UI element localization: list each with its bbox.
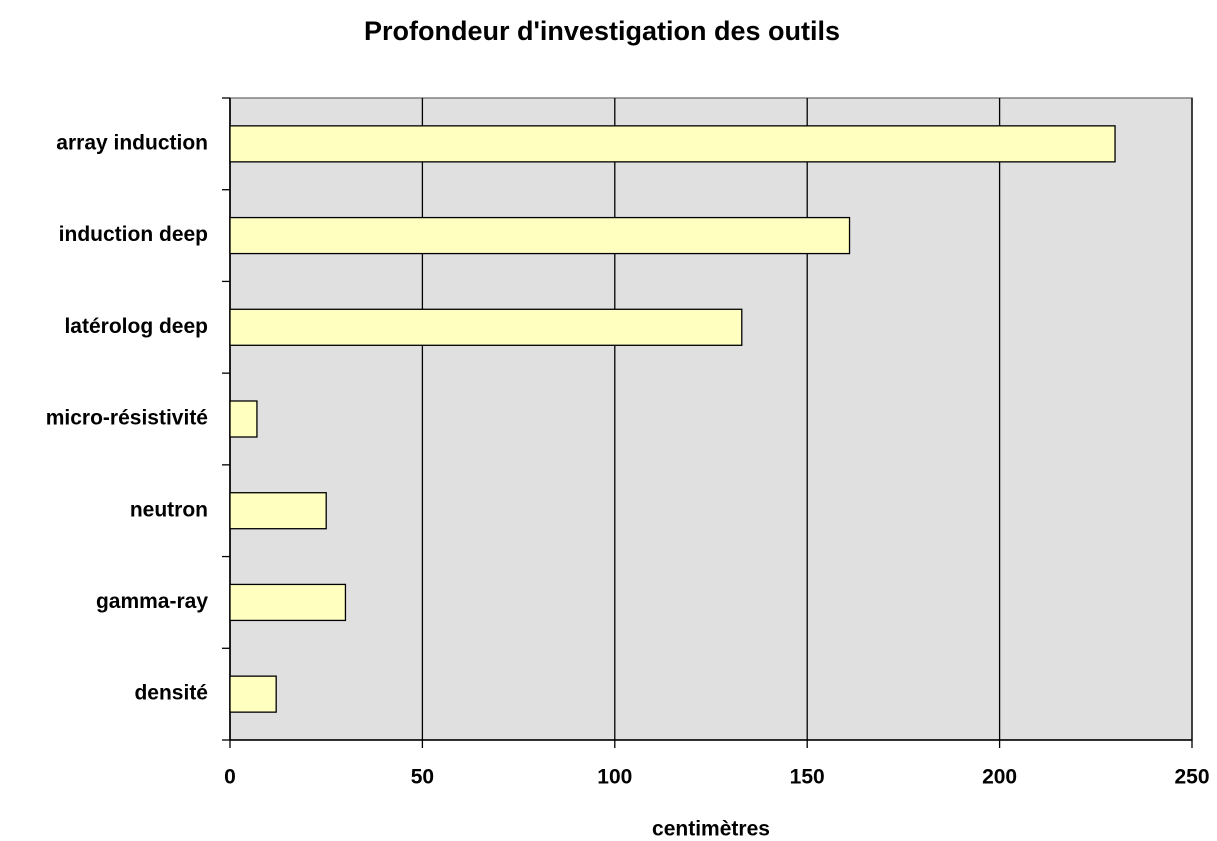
y-tick-label: array induction (56, 131, 208, 154)
x-tick-label: 150 (790, 766, 825, 789)
chart-title: Profondeur d'investigation des outils (364, 16, 840, 46)
y-tick-label: micro-résistivité (46, 407, 208, 430)
bar (229, 308, 743, 346)
bar (229, 400, 258, 438)
bar (229, 675, 277, 713)
y-tick-label: gamma-ray (96, 590, 208, 613)
bar (229, 125, 1116, 163)
x-axis-label: centimètres (652, 818, 770, 841)
bar (229, 216, 851, 255)
bar (229, 583, 347, 622)
x-tick-label: 250 (1174, 766, 1209, 789)
y-tick-label: induction deep (59, 223, 208, 246)
x-tick-label: 50 (411, 766, 434, 789)
x-tick-label: 200 (982, 766, 1017, 789)
plot-area (229, 97, 1193, 741)
y-tick-label: densité (134, 682, 208, 705)
y-tick-label: neutron (130, 498, 208, 521)
bar (229, 492, 327, 530)
x-tick-label: 100 (597, 766, 632, 789)
x-tick-label: 0 (224, 766, 236, 789)
y-tick-label: latérolog deep (64, 315, 208, 338)
